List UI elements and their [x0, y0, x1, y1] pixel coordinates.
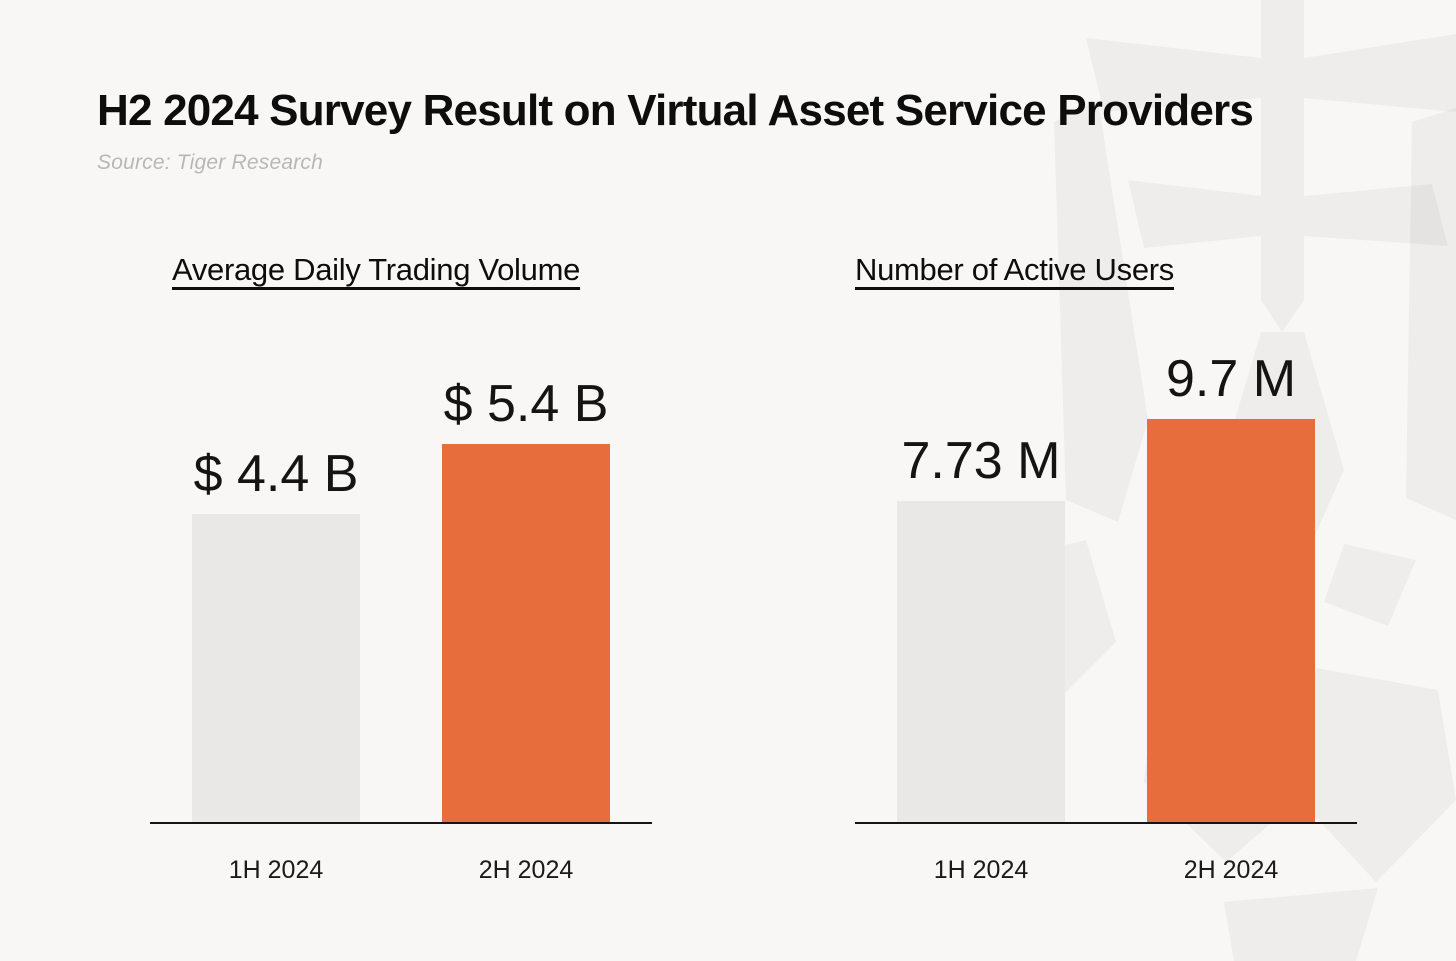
- value-label-2h-2024: 9.7 M: [1165, 350, 1297, 408]
- tick-label-2h-2024: 2H 2024: [1183, 856, 1279, 884]
- value-label-1h-2024: 7.73 M: [901, 432, 1061, 490]
- chart-number-of-active-users: Number of Active Users 7.73 M 1H 2024 9.7 …: [855, 0, 1357, 961]
- bar-1h-2024: [192, 514, 360, 823]
- value-label-2h-2024: $ 5.4 B: [443, 375, 609, 433]
- tick-label-1h-2024: 1H 2024: [228, 856, 324, 884]
- value-label-1h-2024: $ 4.4 B: [193, 445, 359, 503]
- header: H2 2024 Survey Result on Virtual Asset S…: [97, 86, 1254, 175]
- tick-label-2h-2024: 2H 2024: [478, 856, 574, 884]
- x-axis-line: [855, 822, 1357, 824]
- tick-label-1h-2024: 1H 2024: [933, 856, 1029, 884]
- chart-title: Number of Active Users: [855, 252, 1175, 287]
- x-axis-line: [150, 822, 652, 824]
- bar-2h-2024: [1147, 419, 1315, 823]
- bar-2h-2024: [442, 444, 610, 823]
- chart-title: Average Daily Trading Volume: [172, 252, 581, 287]
- source-caption: Source: Tiger Research: [97, 151, 323, 174]
- chart-average-daily-trading-volume: Average Daily Trading Volume $ 4.4 B 1H 2…: [150, 0, 652, 961]
- bar-1h-2024: [897, 501, 1065, 823]
- page-title: H2 2024 Survey Result on Virtual Asset S…: [97, 86, 1254, 135]
